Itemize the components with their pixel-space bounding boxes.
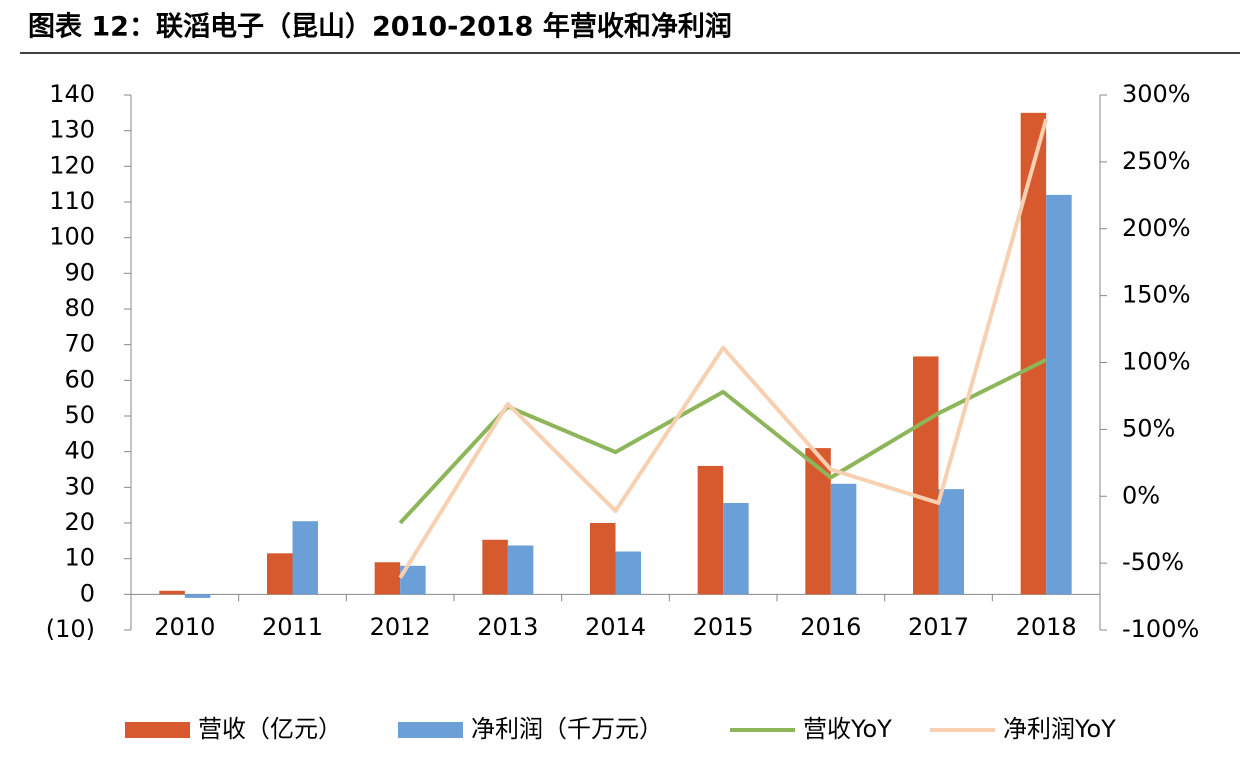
y2-tick-label: -100% xyxy=(1122,615,1199,643)
y-tick-label: 50 xyxy=(64,401,95,429)
y2-tick-label: 100% xyxy=(1122,348,1191,376)
legend-label: 净利润（千万元） xyxy=(471,715,663,743)
bar xyxy=(805,448,831,595)
x-tick-label: 2013 xyxy=(477,613,538,641)
legend-swatch xyxy=(125,722,190,738)
legend-label: 净利润YoY xyxy=(1003,715,1116,743)
y2-tick-label: 300% xyxy=(1122,80,1191,108)
y2-tick-label: 0% xyxy=(1122,481,1160,509)
bar xyxy=(292,521,318,595)
y-tick-label: (10) xyxy=(46,615,95,643)
x-tick-label: 2012 xyxy=(370,613,431,641)
y-tick-label: 130 xyxy=(49,116,95,144)
y-tick-label: 100 xyxy=(49,223,95,251)
bar xyxy=(159,590,185,595)
y-tick-label: 80 xyxy=(64,294,95,322)
chart-title: 图表 12：联滔电子（昆山）2010-2018 年营收和净利润 xyxy=(28,11,732,43)
y2-tick-label: 50% xyxy=(1122,414,1175,442)
y2-tick-label: 200% xyxy=(1122,214,1191,242)
x-tick-label: 2017 xyxy=(908,613,969,641)
y-tick-label: 40 xyxy=(64,437,95,465)
x-tick-label: 2015 xyxy=(693,613,754,641)
bar xyxy=(184,594,211,598)
bar xyxy=(507,545,534,595)
y-tick-label: 110 xyxy=(49,187,95,215)
y-tick-label: 120 xyxy=(49,151,95,179)
bar xyxy=(615,551,641,595)
bar xyxy=(697,465,724,595)
bar xyxy=(374,562,401,595)
y2-tick-label: -50% xyxy=(1122,548,1184,576)
y-tick-label: 30 xyxy=(64,472,95,500)
bar xyxy=(938,489,964,595)
y-tick-label: 0 xyxy=(80,579,95,607)
bar xyxy=(913,356,939,595)
y-tick-label: 140 xyxy=(49,80,95,108)
bar xyxy=(267,553,293,595)
legend-swatch xyxy=(398,722,463,738)
bar xyxy=(482,539,508,595)
legend-label: 营收（亿元） xyxy=(198,715,342,743)
bar xyxy=(1020,112,1047,595)
y-tick-label: 70 xyxy=(64,330,95,358)
y2-tick-label: 150% xyxy=(1122,281,1191,309)
y-tick-label: 60 xyxy=(64,365,95,393)
x-tick-label: 2011 xyxy=(262,613,323,641)
x-tick-label: 2010 xyxy=(154,613,215,641)
bar xyxy=(723,503,749,595)
y-tick-label: 20 xyxy=(64,508,95,536)
x-tick-label: 2018 xyxy=(1016,613,1077,641)
y-tick-label: 10 xyxy=(64,544,95,572)
y2-tick-label: 250% xyxy=(1122,147,1191,175)
x-tick-label: 2016 xyxy=(800,613,861,641)
legend-label: 营收YoY xyxy=(803,715,892,743)
bar xyxy=(830,483,857,595)
bar xyxy=(590,523,616,595)
x-tick-label: 2014 xyxy=(585,613,646,641)
y-tick-label: 90 xyxy=(64,258,95,286)
line xyxy=(398,118,1049,579)
bar xyxy=(1046,194,1072,595)
